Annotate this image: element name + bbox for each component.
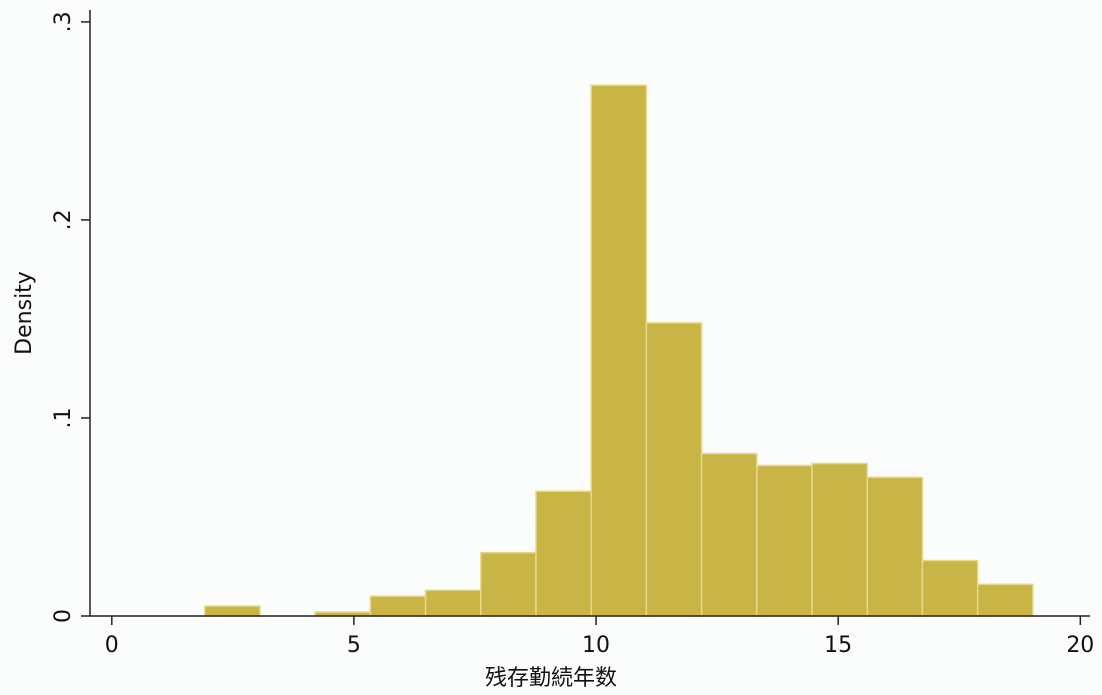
bar [480, 551, 537, 617]
x-tick-label: 0 [105, 633, 119, 658]
bar [369, 595, 427, 617]
bar [811, 462, 868, 617]
bar [204, 605, 261, 617]
x-tick-label: 20 [1066, 633, 1094, 658]
bar [535, 490, 592, 617]
bar [976, 583, 1034, 617]
y-tick-label: .3 [51, 11, 76, 32]
y-axis-label: Density [12, 271, 37, 355]
bar [756, 464, 813, 617]
x-tick-label: 5 [347, 633, 361, 658]
y-tick-label: 0 [51, 609, 76, 623]
bar [700, 452, 758, 617]
y-tick-label: .1 [51, 407, 76, 428]
x-tick-label: 10 [582, 633, 610, 658]
bar [424, 589, 482, 617]
y-tick-label: .2 [51, 209, 76, 230]
x-tick-label: 15 [824, 633, 852, 658]
bar [866, 476, 924, 617]
bar [645, 322, 703, 617]
bar [921, 559, 979, 617]
x-axis-label: 残存勤続年数 [485, 666, 617, 691]
bar [590, 84, 648, 617]
